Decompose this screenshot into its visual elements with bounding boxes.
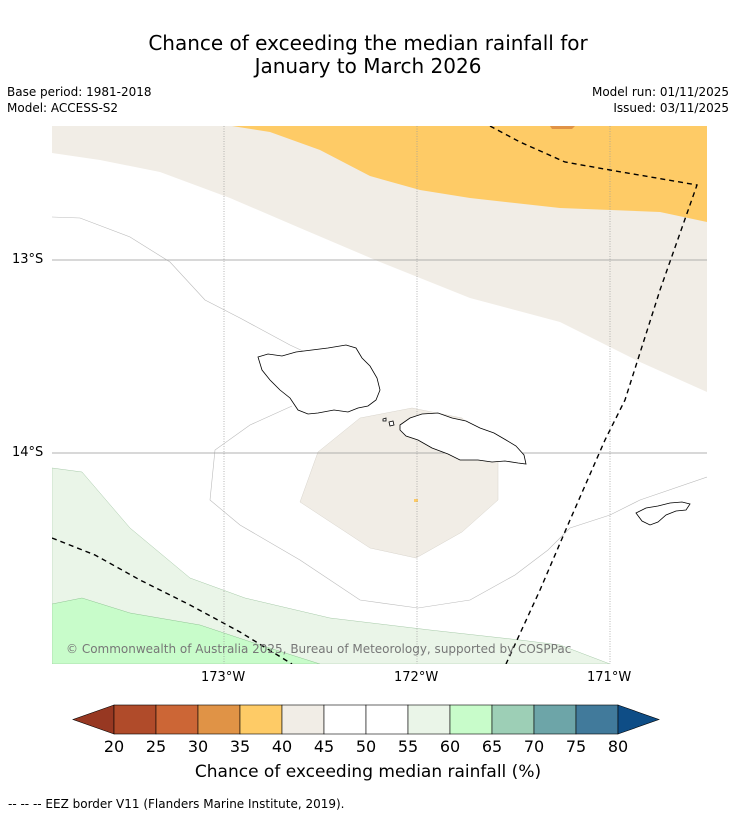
- colorbar-segment-65: [491, 704, 535, 735]
- colorbar-tick-55: 55: [397, 737, 419, 756]
- model-name: Model: ACCESS-S2: [7, 101, 119, 115]
- base-period: Base period: 1981-2018: [7, 85, 152, 99]
- map-plot-area: © Commonwealth of Australia 2025, Bureau…: [52, 126, 707, 664]
- region-35-40-north: [232, 126, 707, 222]
- colorbar-segment-60: [449, 704, 493, 735]
- issued-date: Issued: 03/11/2025: [613, 101, 729, 115]
- lon-label-173w: 173°W: [201, 670, 246, 685]
- manono-islet: [388, 420, 395, 427]
- region-30-35-patch: [550, 126, 575, 129]
- colorbar-segment-75: [575, 704, 619, 735]
- eez-border: [52, 126, 698, 664]
- title-line-1: Chance of exceeding the median rainfall …: [148, 31, 588, 55]
- colorbar-segment-40: [281, 704, 325, 735]
- colorbar-tick-30: 30: [187, 737, 209, 756]
- apolima-islet: [382, 417, 387, 422]
- graticule: [52, 126, 707, 664]
- colorbar-tick-35: 35: [229, 737, 251, 756]
- tutuila-island: [635, 501, 691, 526]
- colorbar-segment-55: [407, 704, 451, 735]
- lon-label-171w: 171°W: [587, 670, 632, 685]
- small-orange-dot: [414, 499, 418, 502]
- colorbar-below-arrow: [72, 704, 115, 735]
- upolu-island: [399, 412, 527, 465]
- colorbar-tick-20: 20: [103, 737, 125, 756]
- colorbar: [72, 704, 660, 735]
- contour-lines: [52, 216, 707, 609]
- region-55-60-southwest: [52, 467, 611, 664]
- title-line-2: January to March 2026: [254, 54, 482, 78]
- lat-label-14s: 14°S: [12, 445, 44, 460]
- colorbar-tick-65: 65: [481, 737, 503, 756]
- colorbar-segment-45: [323, 704, 367, 735]
- colorbar-tick-70: 70: [523, 737, 545, 756]
- colorbar-segment-25: [155, 704, 199, 735]
- region-60-65-southwest: [52, 597, 321, 664]
- colorbar-tick-40: 40: [271, 737, 293, 756]
- colorbar-title: Chance of exceeding median rainfall (%): [194, 762, 542, 782]
- colorbar-segment-20: [113, 704, 157, 735]
- copyright-notice: © Commonwealth of Australia 2025, Bureau…: [66, 642, 571, 656]
- eez-footnote: -- -- -- EEZ border V11 (Flanders Marine…: [8, 797, 345, 811]
- lat-label-13s: 13°S: [12, 252, 44, 267]
- savaii-island: [257, 344, 381, 415]
- colorbar-segment-30: [197, 704, 241, 735]
- colorbar-tick-25: 25: [145, 737, 167, 756]
- colorbar-tick-60: 60: [439, 737, 461, 756]
- colorbar-tick-50: 50: [355, 737, 377, 756]
- model-run: Model run: 01/11/2025: [591, 85, 729, 99]
- islands: [257, 344, 691, 526]
- colorbar-segment-35: [239, 704, 283, 735]
- colorbar-segment-70: [533, 704, 577, 735]
- colorbar-tick-75: 75: [565, 737, 587, 756]
- colorbar-tick-45: 45: [313, 737, 335, 756]
- colorbar-segment-50: [365, 704, 409, 735]
- colorbar-tick-80: 80: [607, 737, 629, 756]
- lon-label-172w: 172°W: [394, 670, 439, 685]
- colorbar-above-arrow: [617, 704, 660, 735]
